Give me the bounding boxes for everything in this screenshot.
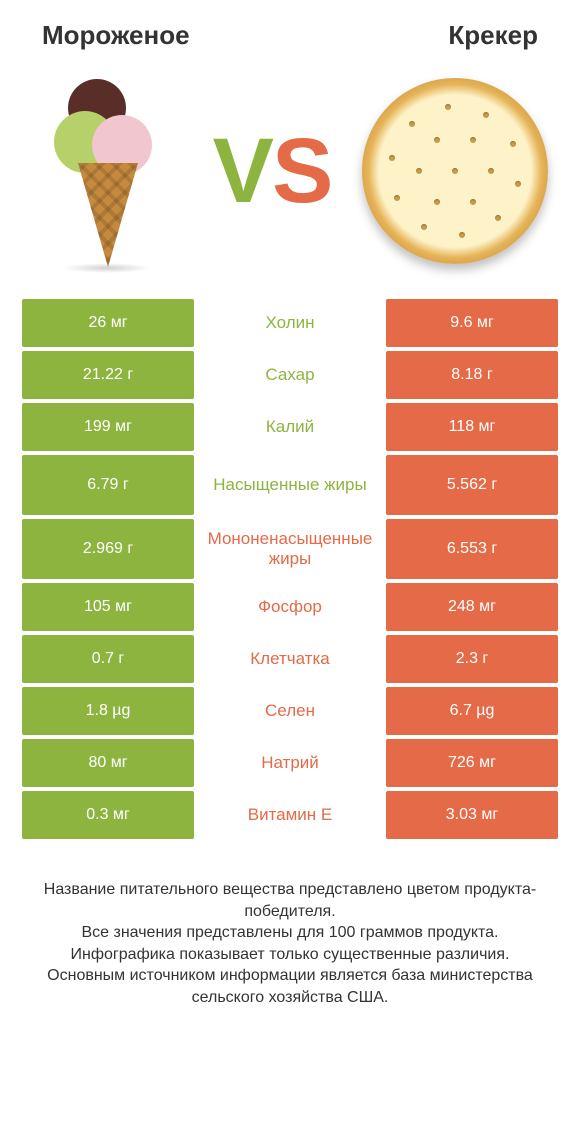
table-row: 0.3 мгВитамин E3.03 мг (22, 791, 558, 839)
nutrient-table: 26 мгХолин9.6 мг21.22 гСахар8.18 г199 мг… (22, 299, 558, 839)
table-row: 6.79 гНасыщенные жиры5.562 г (22, 455, 558, 515)
left-title: Мороженое (42, 20, 190, 51)
right-title: Крекер (448, 20, 538, 51)
footer-line: Название питательного вещества представл… (36, 879, 544, 922)
nutrient-label: Клетчатка (194, 635, 386, 683)
table-row: 0.7 гКлетчатка2.3 г (22, 635, 558, 683)
table-row: 26 мгХолин9.6 мг (22, 299, 558, 347)
right-value: 8.18 г (386, 351, 558, 399)
footer-line: Все значения представлены для 100 граммо… (36, 922, 544, 944)
nutrient-label: Холин (194, 299, 386, 347)
nutrient-label: Насыщенные жиры (194, 455, 386, 515)
right-value: 6.7 µg (386, 687, 558, 735)
left-value: 105 мг (22, 583, 194, 631)
footer-notes: Название питательного вещества представл… (22, 879, 558, 1009)
hero-row: VS (22, 61, 558, 299)
nutrient-label: Мононенасыщенные жиры (194, 519, 386, 579)
left-value: 6.79 г (22, 455, 194, 515)
table-row: 80 мгНатрий726 мг (22, 739, 558, 787)
table-row: 199 мгКалий118 мг (22, 403, 558, 451)
footer-line: Основным источником информации является … (36, 965, 544, 1008)
nutrient-label: Витамин E (194, 791, 386, 839)
left-value: 0.7 г (22, 635, 194, 683)
table-row: 105 мгФосфор248 мг (22, 583, 558, 631)
vs-s: S (272, 120, 331, 222)
table-row: 1.8 µgСелен6.7 µg (22, 687, 558, 735)
right-value: 9.6 мг (386, 299, 558, 347)
footer-line: Инфографика показывает только существенн… (36, 944, 544, 966)
left-value: 26 мг (22, 299, 194, 347)
table-row: 21.22 гСахар8.18 г (22, 351, 558, 399)
right-value: 248 мг (386, 583, 558, 631)
right-value: 3.03 мг (386, 791, 558, 839)
table-row: 2.969 гМононенасыщенные жиры6.553 г (22, 519, 558, 579)
ice-cream-icon (32, 71, 182, 271)
right-value: 726 мг (386, 739, 558, 787)
left-value: 199 мг (22, 403, 194, 451)
left-value: 80 мг (22, 739, 194, 787)
left-value: 2.969 г (22, 519, 194, 579)
right-value: 6.553 г (386, 519, 558, 579)
title-row: Мороженое Крекер (22, 20, 558, 61)
nutrient-label: Сахар (194, 351, 386, 399)
cracker-icon (362, 78, 548, 264)
left-value: 21.22 г (22, 351, 194, 399)
nutrient-label: Фосфор (194, 583, 386, 631)
right-value: 5.562 г (386, 455, 558, 515)
vs-label: VS (213, 125, 332, 217)
left-value: 1.8 µg (22, 687, 194, 735)
nutrient-label: Селен (194, 687, 386, 735)
left-value: 0.3 мг (22, 791, 194, 839)
right-value: 2.3 г (386, 635, 558, 683)
nutrient-label: Натрий (194, 739, 386, 787)
vs-v: V (213, 120, 272, 222)
nutrient-label: Калий (194, 403, 386, 451)
right-value: 118 мг (386, 403, 558, 451)
